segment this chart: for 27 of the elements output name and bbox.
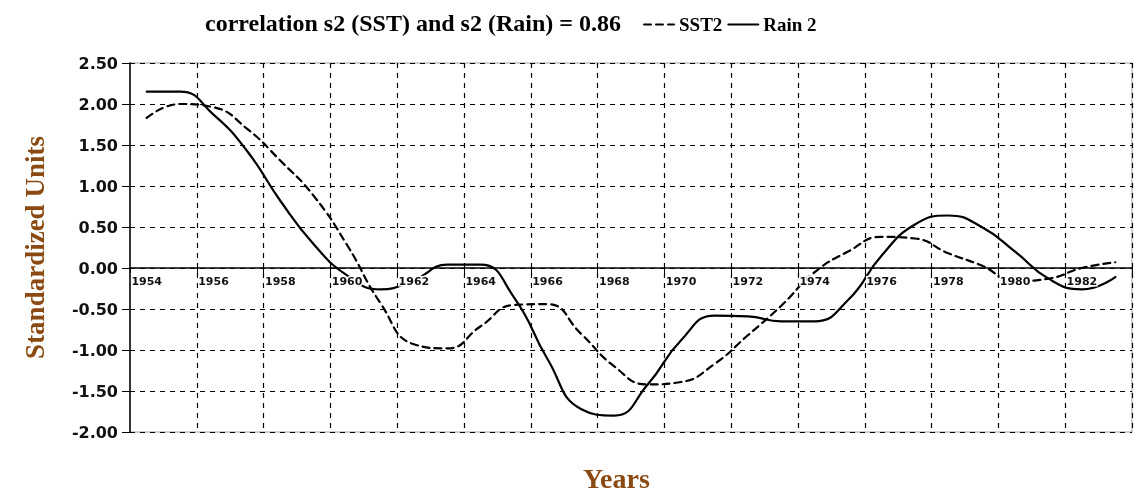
- x-tick-label: 1972: [732, 275, 764, 288]
- y-tick-label: 2.50: [78, 53, 118, 73]
- y-tick-label: 1.50: [78, 135, 118, 155]
- y-tick-label: 1.00: [78, 176, 118, 196]
- x-tick-label: 1968: [598, 275, 630, 288]
- y-tick-label: 0.00: [78, 258, 118, 278]
- y-tick-label: -1.00: [71, 340, 118, 360]
- y-tick-label: 2.00: [78, 94, 118, 114]
- legend-label: Rain 2: [763, 14, 817, 35]
- x-tick-label: 1958: [264, 275, 296, 288]
- y-axis-title: Standardized Units: [19, 136, 50, 359]
- y-tick-label: 0.50: [78, 217, 118, 237]
- x-tick-label: 1976: [866, 275, 898, 288]
- x-tick-label: 1964: [465, 275, 497, 288]
- x-tick-label: 1956: [198, 275, 230, 288]
- x-tick-label: 1970: [665, 275, 697, 288]
- x-tick-label: 1974: [799, 275, 831, 288]
- x-axis-title: Years: [583, 462, 650, 494]
- x-tick-label: 1954: [131, 275, 163, 288]
- y-tick-label: -1.50: [71, 381, 118, 401]
- x-tick-label: 1982: [1066, 275, 1098, 288]
- y-tick-label: -2.00: [71, 422, 118, 442]
- legend-label: SST2: [679, 14, 723, 35]
- chart-title: correlation s2 (SST) and s2 (Rain) = 0.86: [205, 10, 621, 36]
- x-tick-label: 1978: [932, 275, 964, 288]
- y-tick-label: -0.50: [71, 299, 118, 319]
- x-tick-label: 1966: [532, 275, 564, 288]
